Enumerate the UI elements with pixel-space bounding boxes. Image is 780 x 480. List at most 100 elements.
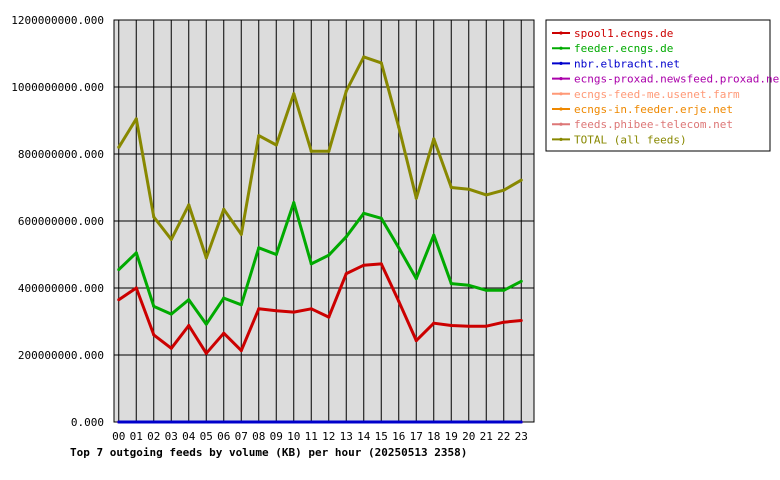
data-point — [397, 125, 401, 129]
data-point — [274, 420, 278, 424]
data-point — [309, 262, 313, 266]
data-point — [519, 279, 523, 283]
x-tick-label: 10 — [287, 430, 300, 443]
data-point — [502, 420, 506, 424]
data-point — [327, 420, 331, 424]
data-point — [204, 322, 208, 326]
legend-label: feeds.phibee-telecom.net — [574, 118, 733, 131]
data-point — [467, 324, 471, 328]
x-tick-label: 08 — [252, 430, 265, 443]
data-point — [117, 420, 121, 424]
x-tick-label: 15 — [375, 430, 388, 443]
x-tick-label: 12 — [322, 430, 335, 443]
data-point — [327, 253, 331, 257]
data-point — [309, 149, 313, 153]
data-point — [134, 251, 138, 255]
legend-label: feeder.ecngs.de — [574, 42, 673, 55]
series-line — [117, 201, 522, 326]
chart-title: Top 7 outgoing feeds by volume (KB) per … — [70, 446, 467, 459]
data-point — [169, 237, 173, 241]
data-point — [432, 137, 436, 141]
legend-label: TOTAL (all feeds) — [574, 133, 687, 146]
data-point — [449, 186, 453, 189]
data-point — [362, 55, 366, 59]
data-point — [239, 232, 243, 236]
data-point — [327, 149, 331, 153]
x-tick-label: 23 — [515, 430, 528, 443]
data-point — [484, 420, 488, 424]
legend-label: ecngs-proxad.newsfeed.proxad.net — [574, 73, 780, 86]
data-point — [327, 315, 331, 319]
y-tick-label: 0.000 — [71, 416, 104, 429]
data-point — [432, 420, 436, 424]
legend-marker — [559, 107, 563, 111]
data-point — [397, 420, 401, 424]
legend-label: ecngs-in.feeder.erje.net — [574, 103, 733, 116]
x-tick-label: 20 — [462, 430, 475, 443]
data-point — [187, 203, 191, 207]
data-point — [467, 187, 471, 191]
grid-lines — [114, 19, 534, 423]
x-tick-label: 13 — [340, 430, 353, 443]
data-point — [344, 272, 348, 276]
data-point — [222, 296, 226, 300]
data-point — [222, 420, 226, 424]
legend-label: spool1.ecngs.de — [574, 27, 673, 40]
data-point — [274, 143, 278, 147]
data-point — [379, 420, 383, 424]
data-point — [204, 420, 208, 424]
y-tick-label: 600000000.000 — [18, 215, 104, 228]
data-point — [187, 324, 191, 328]
data-point — [519, 420, 523, 424]
data-point — [309, 307, 313, 311]
data-point — [467, 420, 471, 424]
data-point — [169, 312, 173, 316]
data-point — [484, 288, 488, 292]
data-point — [257, 246, 261, 250]
data-point — [117, 298, 121, 302]
data-point — [117, 145, 121, 149]
data-point — [239, 303, 243, 307]
data-point — [362, 420, 366, 424]
data-point — [432, 321, 436, 325]
data-point — [204, 351, 208, 355]
data-point — [414, 420, 418, 424]
legend-marker — [559, 61, 563, 65]
x-tick-label: 21 — [480, 430, 493, 443]
data-point — [257, 420, 261, 424]
y-tick-label: 1200000000.000 — [11, 14, 104, 27]
data-point — [379, 262, 383, 266]
legend-marker — [559, 137, 563, 141]
data-point — [169, 346, 173, 350]
data-point — [292, 92, 296, 96]
data-point — [292, 420, 296, 424]
data-point — [379, 61, 383, 65]
data-point — [432, 233, 436, 237]
data-point — [222, 331, 226, 335]
data-point — [187, 298, 191, 302]
data-point — [519, 318, 523, 322]
data-point — [449, 420, 453, 424]
x-tick-label: 05 — [200, 430, 213, 443]
data-point — [239, 349, 243, 353]
data-point — [467, 283, 471, 287]
y-tick-label: 800000000.000 — [18, 148, 104, 161]
series-lines — [117, 55, 523, 424]
data-point — [362, 263, 366, 267]
data-point — [117, 268, 121, 272]
x-tick-label: 02 — [147, 430, 160, 443]
data-point — [362, 211, 366, 215]
legend-marker — [559, 92, 563, 96]
x-tick-label: 16 — [392, 430, 405, 443]
x-tick-label: 17 — [410, 430, 423, 443]
legend-box — [545, 19, 771, 152]
legend-label: ecngs-feed-me.usenet.farm — [574, 88, 740, 101]
data-point — [152, 420, 156, 424]
legend-label: nbr.elbracht.net — [574, 57, 680, 70]
series-line — [117, 55, 523, 260]
x-tick-label: 07 — [235, 430, 248, 443]
data-point — [274, 253, 278, 256]
data-point — [169, 420, 173, 424]
data-point — [134, 117, 138, 121]
